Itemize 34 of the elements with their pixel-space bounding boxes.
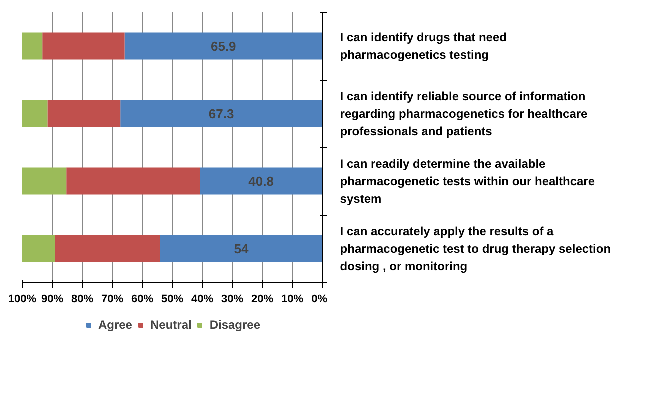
x-tick-label: 30% bbox=[221, 294, 244, 306]
data-label: 67.3 bbox=[208, 106, 234, 122]
x-tick-label: 80% bbox=[71, 294, 94, 306]
bar bbox=[160, 235, 322, 262]
bar bbox=[22, 235, 56, 262]
y-tick-label: I can identify reliable source of information regarding pharmacogenetics for healthcare professionals and patients bbox=[340, 89, 588, 138]
legend-label: Disagree bbox=[210, 318, 261, 332]
x-tick-label: 100% bbox=[8, 294, 37, 306]
data-label: 54 bbox=[234, 241, 250, 256]
x-tick-label: 40% bbox=[191, 294, 214, 306]
y-tick-label: I can identify drugs that need pharmacogenetics testing bbox=[340, 30, 507, 62]
x-tick-label: 70% bbox=[101, 294, 124, 306]
bar bbox=[55, 235, 160, 262]
x-tick-label: 60% bbox=[131, 294, 154, 306]
data-label: 40.8 bbox=[248, 174, 274, 189]
data-label: 65.9 bbox=[211, 38, 236, 54]
bar bbox=[22, 168, 67, 195]
bar bbox=[22, 100, 48, 128]
bar bbox=[120, 100, 322, 128]
bar bbox=[124, 32, 322, 60]
bar bbox=[66, 168, 200, 195]
x-tick-label: 90% bbox=[41, 294, 64, 306]
bar bbox=[200, 168, 322, 195]
y-tick-label: I can accurately apply the results of a pharmacogenetic test to drug therapy selection dosing , or monitoring bbox=[340, 224, 612, 274]
legend-label: Neutral bbox=[150, 318, 192, 332]
bar bbox=[48, 100, 121, 128]
x-tick-label: 20% bbox=[251, 294, 274, 306]
bar bbox=[22, 32, 43, 60]
x-tick-label: 0% bbox=[312, 294, 328, 306]
bar bbox=[42, 32, 125, 60]
legend-label: Agree bbox=[98, 318, 132, 332]
x-tick-label: 50% bbox=[161, 294, 184, 306]
x-tick-label: 10% bbox=[281, 294, 304, 306]
y-tick-label: I can readily determine the available pharmacogenetic tests within our healthcare system bbox=[340, 156, 596, 206]
